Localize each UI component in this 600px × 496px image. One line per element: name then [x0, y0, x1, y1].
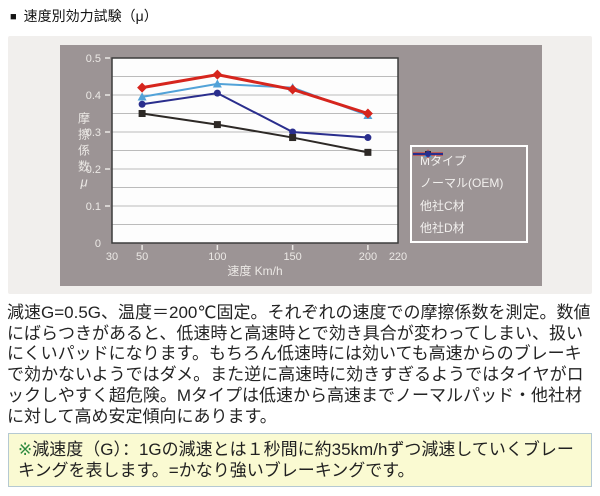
triangle-marker — [212, 79, 222, 88]
circle-marker — [425, 151, 431, 157]
triangle-marker — [137, 92, 147, 101]
page-title-text: 速度別効力試験（μ） — [23, 8, 158, 24]
diamond-marker — [212, 69, 223, 80]
square-marker — [138, 110, 146, 117]
diamond-marker — [287, 84, 298, 95]
note-asterisk-mark: ※ — [18, 440, 33, 460]
note-box: ※減速度（G）：1Gの減速とは１秒間に約35km/hずつ減速していくブレーキング… — [8, 433, 592, 488]
y-axis-title-char: 擦 — [78, 128, 90, 142]
x-tick-label: 30 — [106, 251, 118, 263]
series-line — [141, 92, 368, 139]
note-text: 減速度（G）：1Gの減速とは１秒間に約35km/hずつ減速していくブレーキングを… — [18, 440, 574, 481]
y-tick-label: 0 — [95, 238, 101, 250]
diamond-marker — [362, 108, 373, 119]
legend-label: 他社D材 — [420, 220, 465, 235]
y-tick-label: 0.2 — [86, 164, 101, 176]
y-tick-label: 0.1 — [86, 201, 101, 213]
chart-section: 30 50 100 150 200 220 0 0.1 0.2 0.3 0.4 0.5 速度 Km/h 摩… — [8, 36, 592, 294]
series-line — [141, 112, 369, 154]
description-text: 減速G=0.5G、温度＝200℃固定。それぞれの速度での摩擦係数を測定。数値にば… — [7, 303, 591, 426]
x-tick-label: 50 — [136, 251, 148, 263]
legend-item: 他社C材 — [413, 150, 526, 214]
legend-item: 他社D材 — [413, 151, 526, 236]
x-axis-title: 速度 Km/h — [227, 263, 282, 278]
y-tick-label: 0.5 — [86, 53, 101, 65]
chart-legend: Mタイプノーマル(OEM) 他社C材他社D材 — [410, 145, 528, 243]
y-axis-title-char: 係 — [78, 144, 90, 158]
y-axis-title-char: 摩 — [78, 111, 90, 126]
square-marker — [364, 148, 372, 156]
legend-marker — [413, 151, 443, 157]
x-tick-label: 100 — [208, 251, 226, 263]
square-marker — [289, 134, 297, 142]
x-tick-label: 150 — [283, 251, 301, 263]
square-marker — [213, 121, 221, 129]
legend-label: ノーマル(OEM) — [420, 176, 504, 191]
plot-border — [111, 57, 399, 244]
friction-chart: 30 50 100 150 200 220 0 0.1 0.2 0.3 0.4 0.5 速度 Km/h 摩… — [78, 53, 407, 278]
circle-marker — [289, 128, 297, 136]
y-tick-label: 0.4 — [86, 90, 101, 102]
y-axis-title-char: 数 — [78, 159, 90, 174]
friction-chart-panel: 30 50 100 150 200 220 0 0.1 0.2 0.3 0.4 0.5 速度 Km/h 摩… — [60, 45, 542, 286]
y-axis-title-char: μ — [79, 175, 87, 190]
circle-marker — [364, 134, 372, 142]
bullet-square-icon: ■ — [10, 11, 17, 23]
series-line — [141, 73, 369, 115]
circle-marker — [138, 100, 146, 108]
circle-marker — [213, 89, 221, 97]
page-title: ■ 速度別効力試験（μ） — [0, 0, 600, 25]
diamond-marker — [137, 82, 148, 93]
y-tick-label: 0.3 — [86, 127, 101, 139]
legend-label: Mタイプ — [420, 154, 466, 169]
x-tick-label: 220 — [389, 251, 407, 263]
legend-item: ノーマル(OEM) — [413, 151, 526, 191]
x-tick-label: 200 — [359, 251, 377, 263]
legend-label: 他社C材 — [420, 198, 465, 213]
